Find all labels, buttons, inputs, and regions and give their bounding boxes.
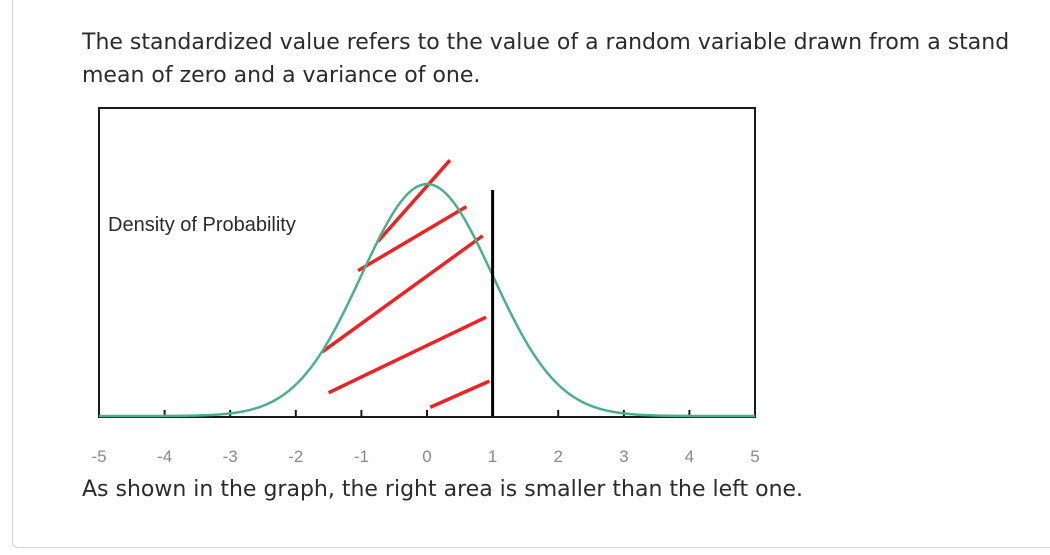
intro-line-1: The standardized value refers to the val… xyxy=(82,30,1010,55)
x-tick-label: -3 xyxy=(223,447,238,466)
x-tick-label: -1 xyxy=(354,447,369,466)
hatch-stroke xyxy=(357,205,468,273)
y-axis-label: Density of Probability xyxy=(108,214,296,236)
hatch-stroke xyxy=(429,379,491,409)
x-tick-label: 5 xyxy=(750,447,759,466)
hatch-stroke xyxy=(327,315,487,395)
x-tick-label: -4 xyxy=(157,447,172,466)
normal-distribution-chart: Density of Probability -5 -4 -3 -2 -1 0 1 2 3 4 5 xyxy=(91,107,760,466)
intro-line-2: mean of zero and a variance of one. xyxy=(82,63,481,88)
x-tick-label: 0 xyxy=(422,447,431,466)
x-tick-label: 3 xyxy=(619,447,628,466)
hatch-stroke xyxy=(321,234,484,354)
x-tick-label: 4 xyxy=(685,447,694,466)
x-tick-label: -2 xyxy=(288,447,303,466)
x-tick-label: 1 xyxy=(488,447,497,466)
intro-text: The standardized value refers to the val… xyxy=(82,26,1050,92)
x-tick-label: -5 xyxy=(91,447,106,466)
x-tick-labels: -5 -4 -3 -2 -1 0 1 2 3 4 5 xyxy=(91,447,759,466)
x-tick-label: 2 xyxy=(553,447,562,466)
density-curve xyxy=(99,182,755,418)
hatch-stroke xyxy=(376,158,452,243)
plot-frame xyxy=(98,107,756,418)
conclusion-text: As shown in the graph, the right area is… xyxy=(82,477,804,502)
shaded-region-hatch xyxy=(321,158,491,409)
